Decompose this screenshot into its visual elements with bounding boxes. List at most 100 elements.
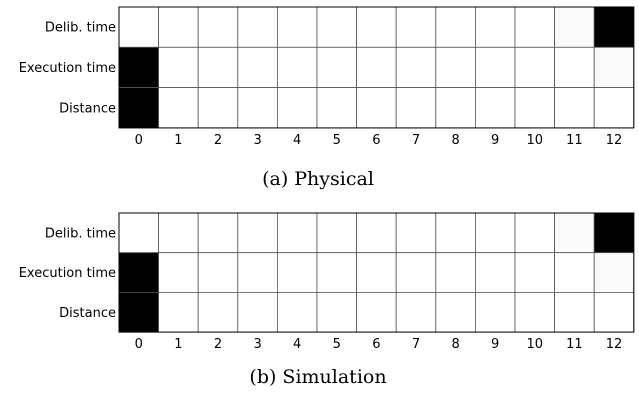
heatmap-cell-physical-r0-c4 [276,6,318,48]
heatmap-cell-physical-r1-c10 [514,46,555,88]
heatmap-cell-physical-r2-c3 [237,87,278,129]
heatmap-cell-physical-r2-c2 [197,87,239,129]
heatmap-cell-simulation-r0-c11 [554,212,595,254]
heatmap-cell-physical-r2-c5 [316,87,357,129]
heatmap-cell-simulation-r2-c12 [593,291,635,333]
heatmap-cell-physical-r1-c4 [276,46,318,88]
heatmap-cell-simulation-r1-c2 [197,252,239,293]
heatmap-cell-simulation-r2-c5 [316,291,357,333]
column-label-physical-8: 8 [451,133,459,148]
heatmap-cell-simulation-r1-c9 [474,252,516,293]
caption-physical: (a) Physical [262,168,374,190]
heatmap-cell-simulation-r2-c10 [514,291,555,333]
heatmap-cell-simulation-r0-c12 [593,212,635,254]
heatmap-cell-physical-r2-c4 [276,87,318,129]
column-label-simulation-0: 0 [135,337,143,352]
row-label-physical-distance: Distance [59,101,116,116]
column-label-physical-6: 6 [372,133,380,148]
column-label-simulation-10: 10 [527,337,544,352]
column-label-simulation-4: 4 [293,337,301,352]
heatmap-cell-physical-r2-c6 [356,87,397,129]
heatmap-cell-simulation-r1-c10 [514,252,555,293]
heatmap-cell-simulation-r0-c0 [118,212,159,254]
heatmap-cell-simulation-r2-c1 [158,291,199,333]
heatmap-cell-simulation-r0-c3 [237,212,278,254]
heatmap-cell-simulation-r0-c2 [197,212,239,254]
column-label-physical-3: 3 [253,133,261,148]
heatmap-cell-simulation-r1-c7 [395,252,437,293]
heatmap-cell-physical-r1-c3 [237,46,278,88]
heatmap-cell-physical-r0-c3 [237,6,278,48]
column-label-physical-0: 0 [135,133,143,148]
heatmap-cell-simulation-r0-c8 [435,212,476,254]
heatmap-cell-physical-r1-c8 [435,46,476,88]
heatmap-cell-physical-r1-c7 [395,46,437,88]
column-label-physical-5: 5 [333,133,341,148]
heatmap-cell-simulation-r1-c1 [158,252,199,293]
heatmap-cell-physical-r2-c1 [158,87,199,129]
column-label-simulation-1: 1 [174,337,182,352]
heatmap-cell-simulation-r2-c4 [276,291,318,333]
heatmap-cell-physical-r0-c10 [514,6,555,48]
column-label-simulation-9: 9 [491,337,499,352]
heatmap-cell-physical-r0-c8 [435,6,476,48]
heatmap-cell-physical-r0-c5 [316,6,357,48]
heatmap-cell-physical-r2-c10 [514,87,555,129]
heatmap-cell-physical-r1-c2 [197,46,239,88]
heatmap-cell-simulation-r0-c4 [276,212,318,254]
heatmap-cell-simulation-r0-c1 [158,212,199,254]
heatmap-cell-simulation-r1-c6 [356,252,397,293]
heatmap-cell-physical-r0-c7 [395,6,437,48]
column-label-physical-1: 1 [174,133,182,148]
caption-simulation: (b) Simulation [249,366,386,388]
heatmap-cell-physical-r1-c9 [474,46,516,88]
row-label-physical-execution-time: Execution time [19,61,116,76]
heatmap-cell-simulation-r2-c3 [237,291,278,333]
heatmap-cell-physical-r0-c6 [356,6,397,48]
heatmap-cell-simulation-r0-c5 [316,212,357,254]
heatmap-cell-physical-r0-c2 [197,6,239,48]
heatmap-cell-simulation-r1-c3 [237,252,278,293]
column-label-physical-2: 2 [214,133,222,148]
column-label-simulation-5: 5 [333,337,341,352]
heatmap-cell-simulation-r1-c8 [435,252,476,293]
heatmap-cell-simulation-r1-c12 [593,252,635,293]
heatmap-cell-physical-r0-c0 [118,6,159,48]
heatmap-cell-physical-r0-c9 [474,6,516,48]
column-label-physical-9: 9 [491,133,499,148]
column-label-physical-4: 4 [293,133,301,148]
heatmap-cell-simulation-r1-c0 [118,252,159,293]
heatmap-cell-physical-r1-c11 [554,46,595,88]
column-label-simulation-11: 11 [566,337,583,352]
heatmap-cell-physical-r1-c1 [158,46,199,88]
heatmap-cell-simulation-r0-c9 [474,212,516,254]
heatmap-cell-simulation-r2-c11 [554,291,595,333]
heatmap-cell-physical-r2-c11 [554,87,595,129]
heatmap-cell-simulation-r2-c8 [435,291,476,333]
heatmap-cell-simulation-r0-c10 [514,212,555,254]
heatmap-cell-physical-r2-c0 [118,87,159,129]
row-label-simulation-execution-time: Execution time [19,266,116,281]
column-label-simulation-6: 6 [372,337,380,352]
heatmap-cell-physical-r2-c12 [593,87,635,129]
heatmap-cell-physical-r0-c1 [158,6,199,48]
heatmap-cell-physical-r2-c7 [395,87,437,129]
row-label-physical-delib-time: Delib. time [45,21,116,36]
heatmap-cell-physical-r2-c9 [474,87,516,129]
heatmap-cell-simulation-r1-c4 [276,252,318,293]
row-label-simulation-distance: Distance [59,306,116,321]
column-label-physical-12: 12 [606,133,623,148]
heatmap-cell-physical-r2-c8 [435,87,476,129]
column-label-physical-10: 10 [527,133,544,148]
heatmap-cell-physical-r0-c11 [554,6,595,48]
column-label-simulation-12: 12 [606,337,623,352]
heatmap-cell-simulation-r2-c0 [118,291,159,333]
heatmap-cell-physical-r1-c5 [316,46,357,88]
heatmap-cell-physical-r0-c12 [593,6,635,48]
heatmap-cell-simulation-r2-c6 [356,291,397,333]
column-label-simulation-3: 3 [253,337,261,352]
heatmap-cell-simulation-r2-c7 [395,291,437,333]
